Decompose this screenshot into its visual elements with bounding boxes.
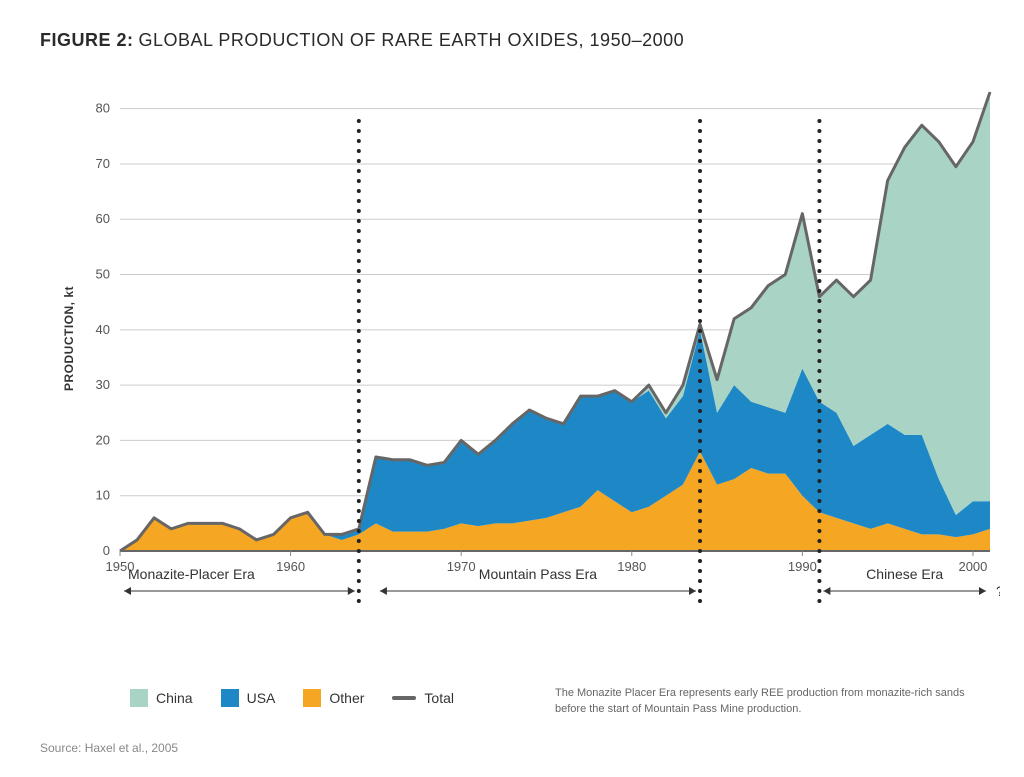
svg-text:20: 20 <box>96 432 110 447</box>
svg-text:1980: 1980 <box>617 559 646 574</box>
legend: China USA Other Total <box>130 689 454 707</box>
svg-text:80: 80 <box>96 101 110 116</box>
svg-text:60: 60 <box>96 211 110 226</box>
figure-label: FIGURE 2: <box>40 30 134 50</box>
svg-text:Chinese Era: Chinese Era <box>866 566 943 582</box>
svg-text:1990: 1990 <box>788 559 817 574</box>
legend-item: China <box>130 689 193 707</box>
figure-title-text: GLOBAL PRODUCTION OF RARE EARTH OXIDES, … <box>138 30 684 50</box>
legend-item: Total <box>392 690 454 706</box>
legend-item: USA <box>221 689 276 707</box>
figure-title: FIGURE 2: GLOBAL PRODUCTION OF RARE EART… <box>40 30 1004 51</box>
chart-container: PRODUCTION, kt 0102030405060708019501960… <box>80 71 1004 656</box>
svg-text:?: ? <box>996 583 1000 599</box>
svg-text:10: 10 <box>96 488 110 503</box>
svg-text:50: 50 <box>96 267 110 282</box>
legend-line-swatch <box>392 696 416 700</box>
legend-swatch <box>221 689 239 707</box>
y-axis-label: PRODUCTION, kt <box>62 286 76 391</box>
svg-text:70: 70 <box>96 156 110 171</box>
svg-text:1960: 1960 <box>276 559 305 574</box>
legend-item: Other <box>303 689 364 707</box>
legend-swatch <box>130 689 148 707</box>
svg-text:2000: 2000 <box>958 559 987 574</box>
legend-label: USA <box>247 690 276 706</box>
legend-label: Total <box>424 690 454 706</box>
legend-label: Other <box>329 690 364 706</box>
legend-label: China <box>156 690 193 706</box>
svg-text:0: 0 <box>103 543 110 558</box>
svg-text:40: 40 <box>96 322 110 337</box>
svg-text:1970: 1970 <box>447 559 476 574</box>
stacked-area-chart: 0102030405060708019501960197019801990200… <box>80 71 1000 651</box>
legend-swatch <box>303 689 321 707</box>
source-citation: Source: Haxel et al., 2005 <box>40 741 178 755</box>
svg-text:30: 30 <box>96 377 110 392</box>
svg-text:Mountain Pass Era: Mountain Pass Era <box>479 566 597 582</box>
svg-text:Monazite-Placer Era: Monazite-Placer Era <box>128 566 255 582</box>
footnote: The Monazite Placer Era represents early… <box>555 686 975 717</box>
